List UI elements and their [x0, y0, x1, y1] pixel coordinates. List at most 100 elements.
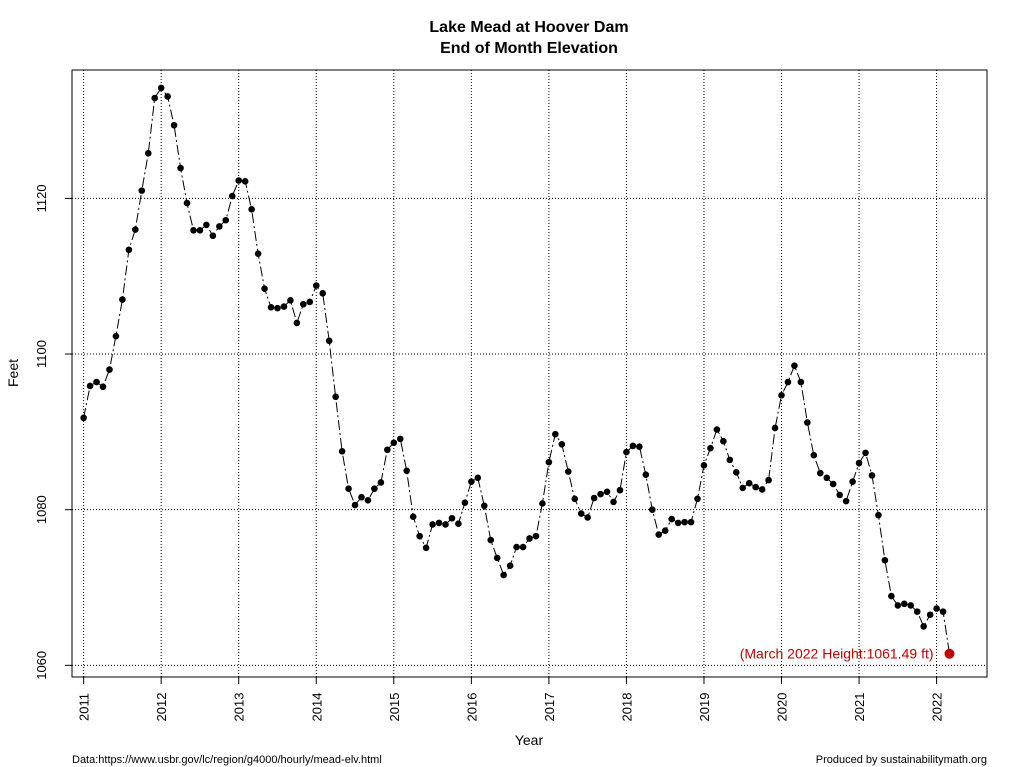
data-point	[300, 300, 307, 308]
y-tick-label: 1100	[34, 340, 49, 368]
data-point	[274, 304, 281, 312]
chart-subtitle: End of Month Elevation	[440, 40, 618, 57]
data-point	[500, 571, 507, 579]
data-point	[312, 282, 320, 289]
x-tick-label: 2017	[542, 693, 557, 722]
data-point	[345, 485, 352, 492]
x-tick-label: 2014	[309, 693, 324, 722]
data-point	[687, 518, 695, 526]
data-point	[933, 605, 940, 612]
data-point	[125, 246, 133, 254]
annotation-label: (March 2022 Height:1061.49 ft)	[740, 646, 934, 662]
data-point	[797, 378, 805, 386]
data-point	[545, 458, 553, 466]
data-point	[455, 520, 462, 527]
data-point	[157, 84, 165, 92]
data-point	[358, 493, 365, 501]
data-point	[325, 337, 333, 345]
data-point	[93, 378, 100, 386]
data-point	[487, 536, 495, 544]
data-point	[493, 554, 501, 562]
data-point	[532, 532, 540, 540]
data-point	[913, 608, 921, 615]
data-point	[506, 562, 514, 570]
data-point	[668, 515, 675, 523]
data-point	[261, 285, 268, 292]
data-points	[80, 84, 947, 630]
data-point	[364, 497, 372, 504]
data-point	[571, 495, 579, 503]
data-point	[804, 419, 811, 426]
data-point	[513, 543, 520, 551]
data-point	[216, 223, 223, 230]
data-point	[816, 469, 824, 477]
data-point	[448, 514, 456, 522]
data-point	[577, 510, 585, 517]
data-point	[752, 483, 759, 491]
data-point	[403, 467, 411, 475]
data-point	[623, 448, 630, 456]
data-point	[280, 303, 288, 310]
data-point	[558, 441, 566, 448]
data-point	[248, 205, 255, 213]
data-point	[920, 623, 927, 630]
chart-title: Lake Mead at Hoover Dam	[429, 19, 628, 36]
data-point	[926, 611, 934, 619]
data-point	[338, 448, 346, 455]
data-point	[177, 164, 184, 172]
data-point	[183, 199, 191, 207]
data-point	[907, 602, 915, 609]
data-point	[254, 250, 262, 257]
data-point	[377, 479, 385, 486]
data-point	[862, 449, 869, 457]
data-point	[829, 480, 837, 488]
footer-source: Data:https://www.usbr.gov/lc/region/g400…	[72, 754, 382, 766]
data-point	[681, 518, 688, 526]
data-point	[468, 478, 475, 485]
data-point	[739, 484, 747, 492]
x-tick-label: 2021	[852, 693, 867, 722]
data-point	[384, 446, 391, 454]
data-point	[86, 382, 94, 390]
elevation-line	[83, 87, 950, 654]
x-tick-label: 2011	[77, 693, 92, 721]
x-tick-label: 2022	[930, 693, 945, 722]
data-point	[713, 426, 721, 433]
data-point	[636, 443, 643, 450]
data-point	[661, 527, 669, 534]
data-point	[119, 296, 126, 303]
data-point	[610, 498, 617, 506]
data-point	[855, 459, 863, 467]
data-point	[306, 298, 314, 306]
data-point	[700, 462, 708, 469]
data-point	[106, 366, 113, 373]
data-point	[287, 297, 294, 304]
data-point	[422, 544, 430, 552]
data-point	[791, 362, 798, 370]
data-point	[939, 608, 947, 615]
data-point	[196, 227, 204, 234]
data-point	[526, 535, 533, 542]
x-tick-label: 2012	[154, 693, 169, 722]
data-point	[474, 474, 482, 482]
y-axis: 1060 1080 1100 1120	[34, 184, 72, 680]
data-point	[209, 232, 217, 240]
data-point	[435, 519, 443, 527]
data-point	[267, 304, 275, 311]
data-point	[584, 514, 591, 521]
footer-credit: Produced by sustainabilitymath.org	[816, 754, 987, 766]
data-point	[720, 437, 727, 445]
data-point	[170, 121, 178, 129]
data-point	[319, 290, 327, 297]
data-point	[203, 221, 210, 229]
data-point	[745, 479, 753, 487]
data-point	[726, 456, 734, 464]
data-point	[151, 94, 159, 102]
data-point	[144, 149, 152, 157]
data-point	[836, 491, 843, 499]
data-point	[629, 442, 637, 450]
data-point	[849, 478, 856, 485]
data-point	[842, 497, 850, 505]
data-point	[888, 592, 895, 600]
